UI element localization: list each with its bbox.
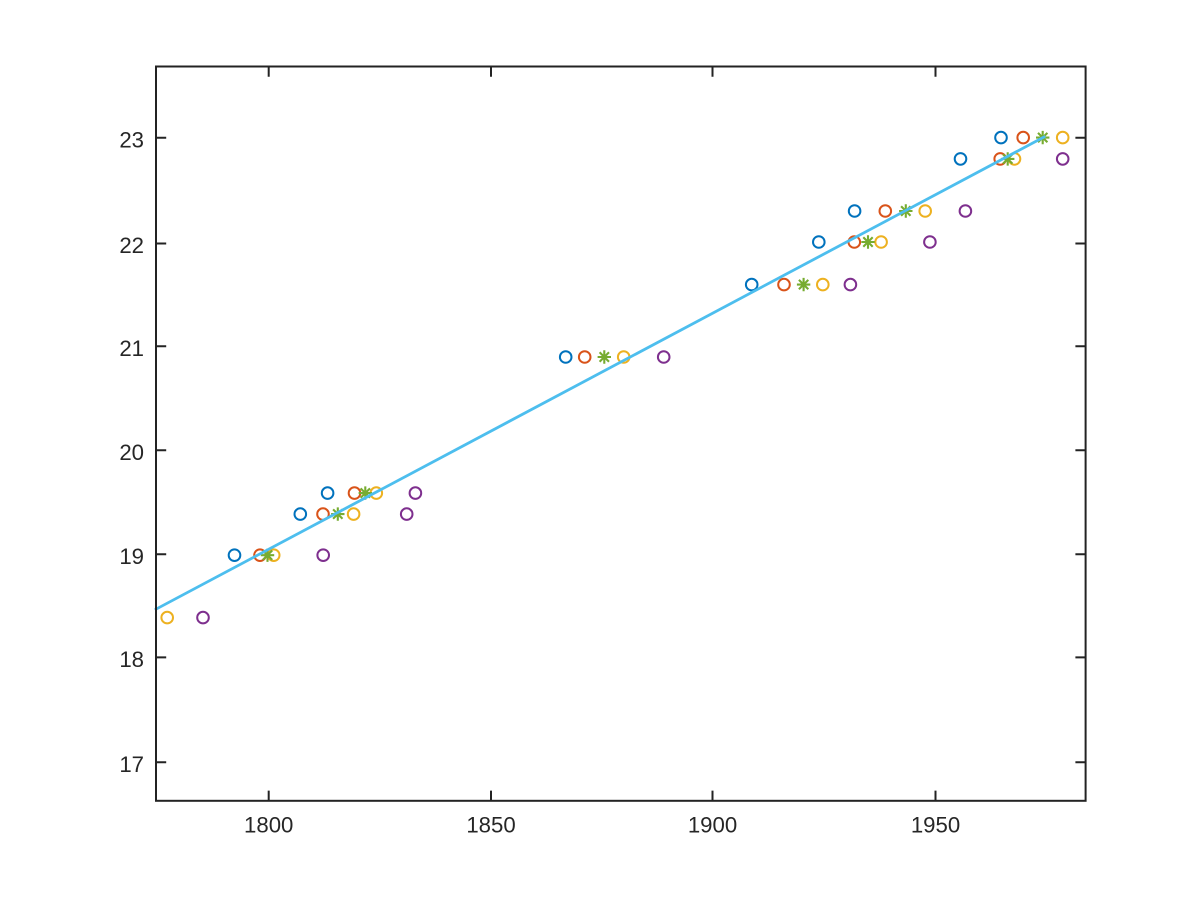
svg-text:20: 20 [119,440,144,465]
svg-text:1850: 1850 [466,812,515,837]
svg-text:23: 23 [119,127,144,152]
svg-text:21: 21 [119,336,144,361]
svg-text:1900: 1900 [688,812,737,837]
svg-text:1800: 1800 [244,812,293,837]
svg-text:1950: 1950 [911,812,960,837]
svg-text:17: 17 [119,752,144,777]
svg-text:22: 22 [119,233,144,258]
svg-text:18: 18 [119,647,144,672]
svg-text:19: 19 [119,544,144,569]
